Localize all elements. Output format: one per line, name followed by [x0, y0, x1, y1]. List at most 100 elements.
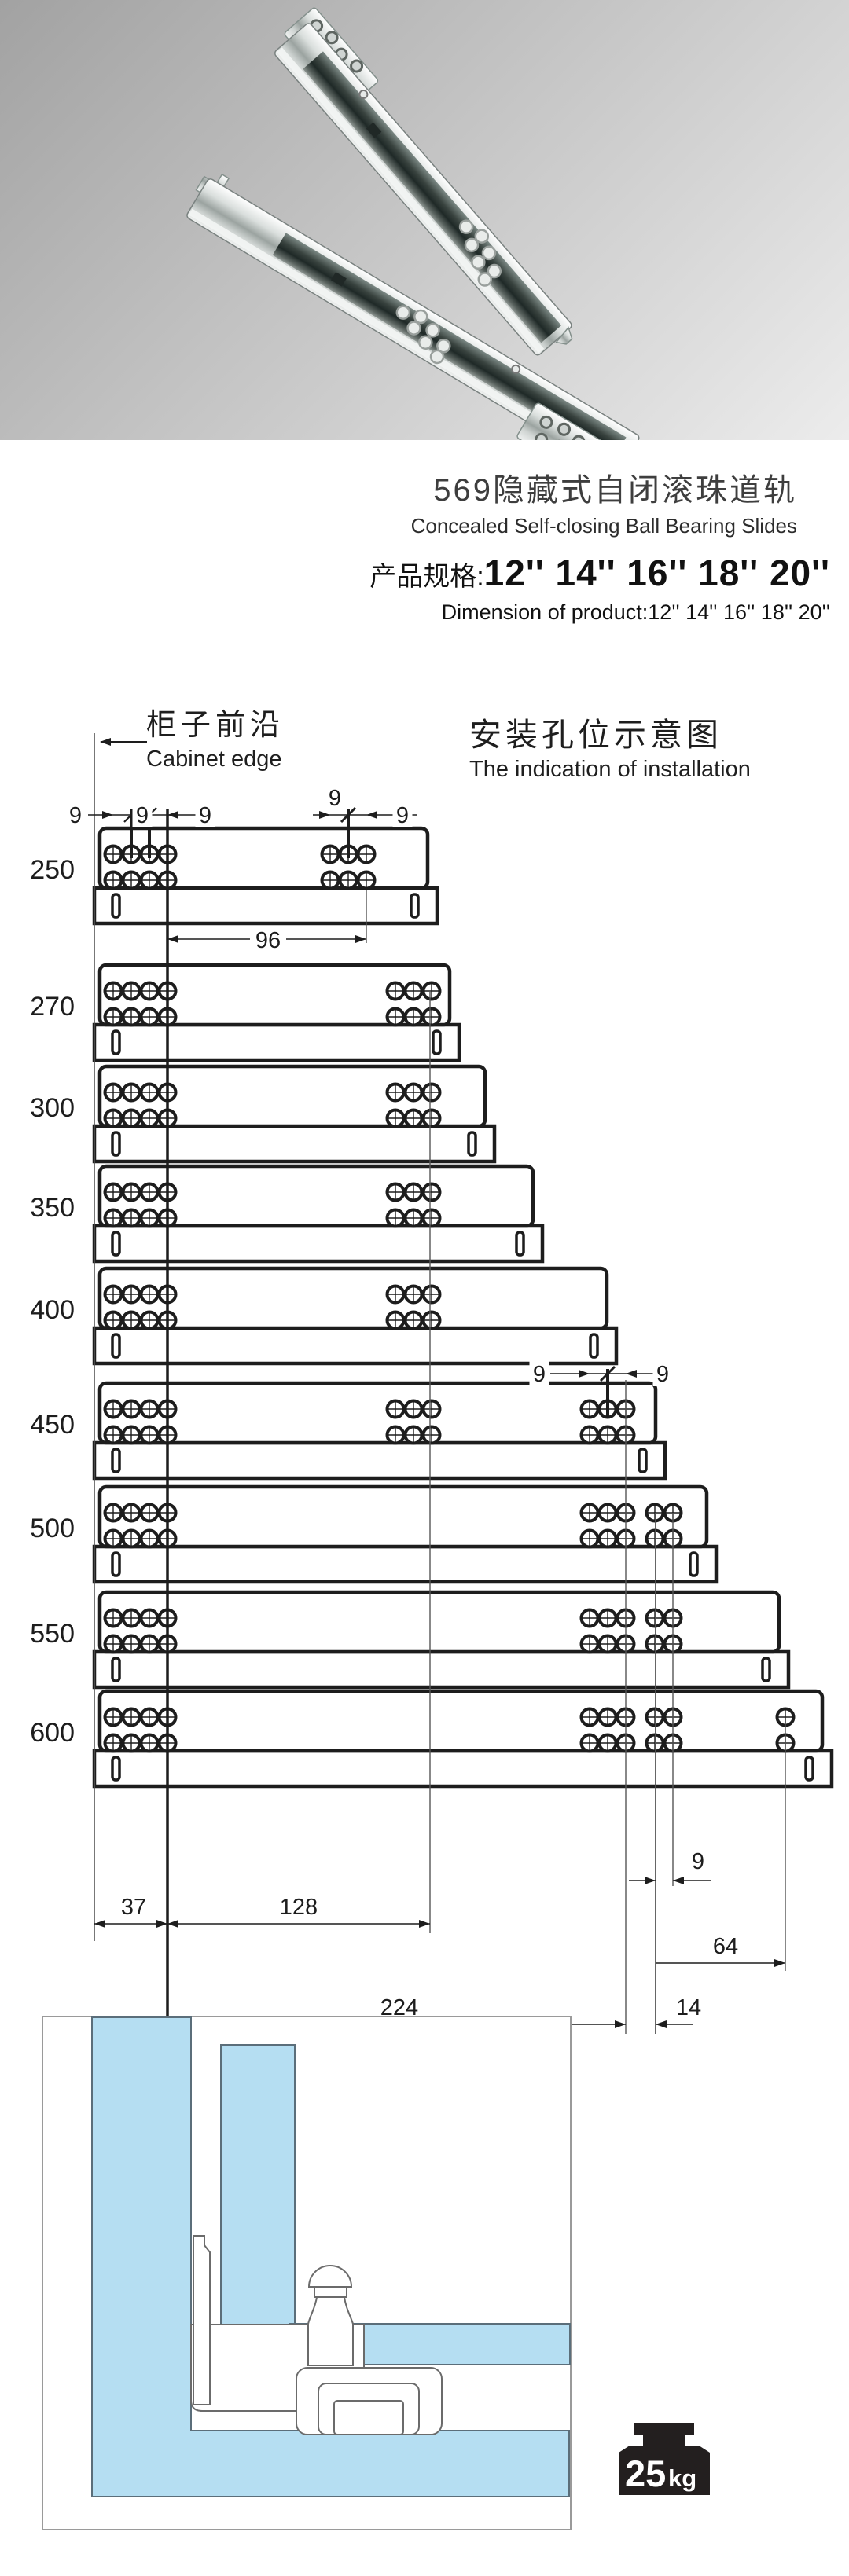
dim-label: 9: [692, 1849, 704, 1874]
row-size-label: 500: [30, 1514, 75, 1543]
dim-label-bg: [132, 802, 153, 827]
dim-arrow: [673, 1877, 684, 1884]
dim-label: 9: [69, 803, 82, 828]
slide-bottom-rail-550: [92, 1649, 791, 1690]
rail-slot: [111, 1657, 121, 1682]
locking-pin: [307, 2265, 354, 2366]
interlock-profile: [296, 2367, 443, 2435]
rail-slot: [410, 893, 420, 919]
rail-slot: [638, 1448, 648, 1473]
slide-lower: [186, 173, 640, 489]
slide-top-rail-400: [97, 1266, 609, 1330]
rail-slot: [467, 1131, 477, 1157]
dim-arrow: [366, 811, 377, 819]
rail-slot: [761, 1657, 771, 1682]
installation-header: 安装孔位示意图 The indication of installation: [469, 717, 751, 783]
slide-bottom-rail-600: [92, 1749, 834, 1789]
dim-arrow: [156, 1920, 167, 1928]
cabinet-edge-zh: 柜子前沿: [146, 709, 285, 742]
dim-label: 9: [329, 786, 341, 811]
dim-label-bg: [275, 1894, 322, 1919]
dim-label-bg: [117, 1894, 150, 1919]
product-photo: [0, 0, 849, 489]
slide-bottom-rail-300: [92, 1124, 497, 1164]
slide-top-rail-500: [97, 1484, 709, 1549]
dim-label: 9: [396, 803, 409, 828]
title-block: 569隐藏式自闭滚珠道轨 Concealed Self-closing Ball…: [411, 472, 797, 538]
spec-block: 产品规格:12'' 14'' 16'' 18'' 20'' Dimension …: [369, 552, 830, 625]
rail-slot: [111, 1756, 121, 1782]
dim-arrow: [100, 738, 111, 746]
rail-slot: [804, 1756, 814, 1782]
rail-slot: [111, 893, 121, 919]
dim-label-bg: [376, 1994, 423, 2020]
dim-arrow: [419, 1920, 430, 1928]
rail-slot: [111, 1333, 121, 1359]
dim-label-bg: [392, 802, 413, 827]
dim-label: 128: [280, 1895, 318, 1920]
cabinet-edge-en: Cabinet edge: [146, 746, 282, 772]
load-rating-icon: 25 kg: [619, 2423, 710, 2495]
series-title-zh: 569隐藏式自闭滚珠道轨: [433, 473, 797, 508]
rail-slot: [111, 1551, 121, 1577]
dim-arrow: [102, 811, 113, 819]
dim-label: 9: [136, 803, 149, 828]
mounting-plate-profile: [193, 2235, 211, 2405]
dim-label: 14: [676, 1995, 701, 2020]
dim-arrow: [774, 1959, 785, 1967]
row-size-label: 400: [30, 1295, 75, 1325]
load-unit-text: kg: [668, 2464, 696, 2492]
dim-arrow: [319, 811, 330, 819]
dim-arrow: [615, 2020, 626, 2028]
drawer-slides-photo-art: [186, 7, 640, 489]
slide-top-rail-450: [97, 1381, 658, 1445]
row-size-label: 450: [30, 1410, 75, 1440]
dim-label: 37: [121, 1895, 146, 1920]
slide-bottom-rail-350: [92, 1224, 545, 1264]
slide-bottom-rail-250: [92, 886, 439, 926]
rail-slot: [111, 1131, 121, 1157]
installation-heading-zh: 安装孔位示意图: [469, 717, 722, 753]
rail-slot: [589, 1333, 599, 1359]
dim-arrow: [579, 1370, 590, 1378]
dim-arrow: [656, 2020, 667, 2028]
series-title-en: Concealed Self-closing Ball Bearing Slid…: [410, 514, 797, 538]
dim-label-bg: [65, 802, 86, 827]
cabinet-panel: [91, 2016, 570, 2497]
row-size-label: 350: [30, 1193, 75, 1223]
slide-bottom-rail-450: [92, 1440, 667, 1481]
drawer-side-panel: [220, 2044, 296, 2325]
dim-arrow: [626, 1370, 637, 1378]
rail-slot: [111, 1231, 121, 1257]
dim-arrow: [167, 1920, 178, 1928]
installation-drawing: 250 270 300 350 400 450 500 550 600 9 9 9 9 9 96 9 9 9 37 1…: [30, 733, 834, 2037]
slide-top-rail-600: [97, 1689, 825, 1753]
dim-label-bg: [195, 802, 215, 827]
rail-slot: [432, 1029, 442, 1055]
dim-arrow: [355, 935, 366, 943]
row-size-label: 300: [30, 1093, 75, 1123]
weight-icon: [619, 2423, 710, 2495]
slide-upper: [274, 7, 573, 356]
spec-label-zh: 产品规格:: [369, 562, 484, 592]
dim-arrow: [167, 811, 178, 819]
dim-label: 64: [713, 1934, 738, 1959]
dim-label-bg: [652, 1361, 673, 1386]
rail-slot: [111, 1448, 121, 1473]
dim-label: 96: [255, 928, 281, 953]
slide-bottom-rail-270: [92, 1022, 461, 1062]
dim-label: 9: [533, 1362, 546, 1387]
dim-arrow: [645, 1877, 656, 1884]
dim-label: 9: [199, 803, 211, 828]
slide-top-rail-350: [97, 1164, 535, 1228]
spec-sizes-en: 12'' 14'' 16'' 18'' 20'': [648, 600, 830, 624]
rail-slot: [515, 1231, 525, 1257]
dim-arrow: [167, 935, 178, 943]
dim-label-bg: [252, 927, 285, 952]
slide-bottom-rail-400: [92, 1326, 619, 1366]
spec-line-zh: 产品规格:12'' 14'' 16'' 18'' 20'': [369, 552, 830, 594]
slide-bottom-rail-500: [92, 1544, 719, 1584]
cabinet-edge-header: 柜子前沿 Cabinet edge: [146, 709, 285, 772]
dim-arrow: [94, 1920, 105, 1928]
